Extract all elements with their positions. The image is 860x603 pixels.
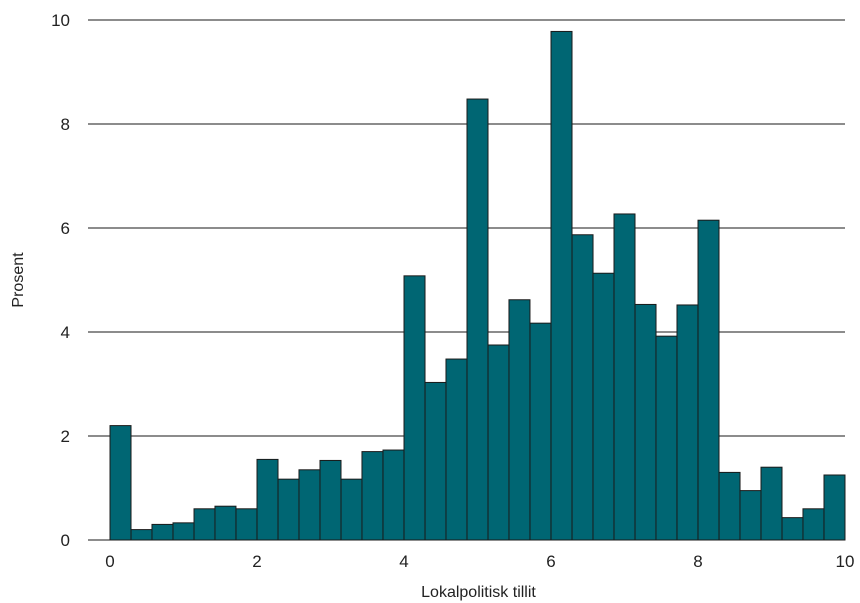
bar-0 — [109, 425, 132, 541]
y-tick-label-3: 6 — [61, 219, 70, 238]
x-tick-label-1: 2 — [252, 552, 261, 571]
bar-4 — [193, 508, 216, 541]
bar-33 — [802, 508, 825, 541]
y-axis-label: Prosent — [10, 252, 27, 308]
bar-20 — [529, 322, 552, 541]
bar-26 — [655, 335, 678, 541]
x-axis-label: Lokalpolitisk tillit — [421, 584, 536, 601]
y-tick-labels: 0 2 4 6 8 10 — [51, 11, 70, 550]
bar-19 — [508, 299, 531, 541]
bar-22 — [571, 234, 594, 541]
x-tick-labels: 0 2 4 6 8 10 — [105, 552, 854, 571]
y-tick-label-1: 2 — [61, 427, 70, 446]
bar-32 — [781, 517, 804, 541]
bar-10 — [319, 459, 342, 541]
y-tick-label-2: 4 — [61, 323, 70, 342]
bar-34 — [823, 474, 846, 541]
y-tick-label-0: 0 — [61, 531, 70, 550]
bar-15 — [424, 381, 447, 541]
bar-7 — [256, 458, 279, 541]
bar-12 — [361, 451, 384, 541]
x-tick-label-2: 4 — [399, 552, 408, 571]
bar-17 — [466, 98, 489, 541]
bar-31 — [760, 466, 783, 541]
bar-6 — [235, 508, 258, 541]
bar-3 — [172, 522, 195, 541]
bars — [109, 30, 846, 541]
bar-30 — [739, 490, 762, 541]
bar-21 — [550, 30, 573, 541]
bar-18 — [487, 344, 510, 541]
bar-2 — [151, 523, 174, 541]
bar-16 — [445, 358, 468, 541]
y-tick-label-4: 8 — [61, 115, 70, 134]
y-tick-label-5: 10 — [51, 11, 70, 30]
bar-9 — [298, 469, 321, 541]
x-tick-label-3: 6 — [546, 552, 555, 571]
bar-24 — [613, 213, 636, 541]
bar-1 — [130, 529, 153, 541]
x-tick-label-4: 8 — [693, 552, 702, 571]
bar-8 — [277, 478, 300, 541]
bar-29 — [718, 471, 741, 541]
x-tick-label-0: 0 — [105, 552, 114, 571]
bar-25 — [634, 303, 657, 541]
bar-14 — [403, 275, 426, 541]
bar-28 — [697, 219, 720, 541]
bar-23 — [592, 272, 615, 541]
bar-27 — [676, 304, 699, 541]
bar-5 — [214, 505, 237, 541]
x-tick-label-5: 10 — [836, 552, 855, 571]
bar-13 — [382, 449, 405, 541]
bar-11 — [340, 478, 363, 541]
